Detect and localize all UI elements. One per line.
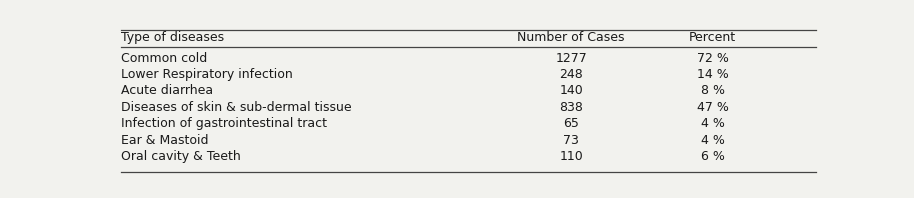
- Text: 65: 65: [563, 117, 579, 130]
- Text: 838: 838: [559, 101, 583, 114]
- Text: Number of Cases: Number of Cases: [517, 31, 625, 44]
- Text: 14 %: 14 %: [697, 68, 728, 81]
- Text: Infection of gastrointestinal tract: Infection of gastrointestinal tract: [122, 117, 327, 130]
- Text: 72 %: 72 %: [696, 51, 728, 65]
- Text: 47 %: 47 %: [696, 101, 728, 114]
- Text: 1277: 1277: [556, 51, 587, 65]
- Text: Common cold: Common cold: [122, 51, 207, 65]
- Text: Acute diarrhea: Acute diarrhea: [122, 85, 214, 97]
- Text: 4 %: 4 %: [701, 117, 725, 130]
- Text: 140: 140: [559, 85, 583, 97]
- Text: Lower Respiratory infection: Lower Respiratory infection: [122, 68, 293, 81]
- Text: 73: 73: [563, 134, 579, 147]
- Text: 110: 110: [559, 150, 583, 163]
- Text: 248: 248: [559, 68, 583, 81]
- Text: Percent: Percent: [689, 31, 737, 44]
- Text: 6 %: 6 %: [701, 150, 725, 163]
- Text: Ear & Mastoid: Ear & Mastoid: [122, 134, 208, 147]
- Text: Oral cavity & Teeth: Oral cavity & Teeth: [122, 150, 241, 163]
- Text: 4 %: 4 %: [701, 134, 725, 147]
- Text: Diseases of skin & sub-dermal tissue: Diseases of skin & sub-dermal tissue: [122, 101, 352, 114]
- Text: 8 %: 8 %: [701, 85, 725, 97]
- Text: Type of diseases: Type of diseases: [122, 31, 225, 44]
